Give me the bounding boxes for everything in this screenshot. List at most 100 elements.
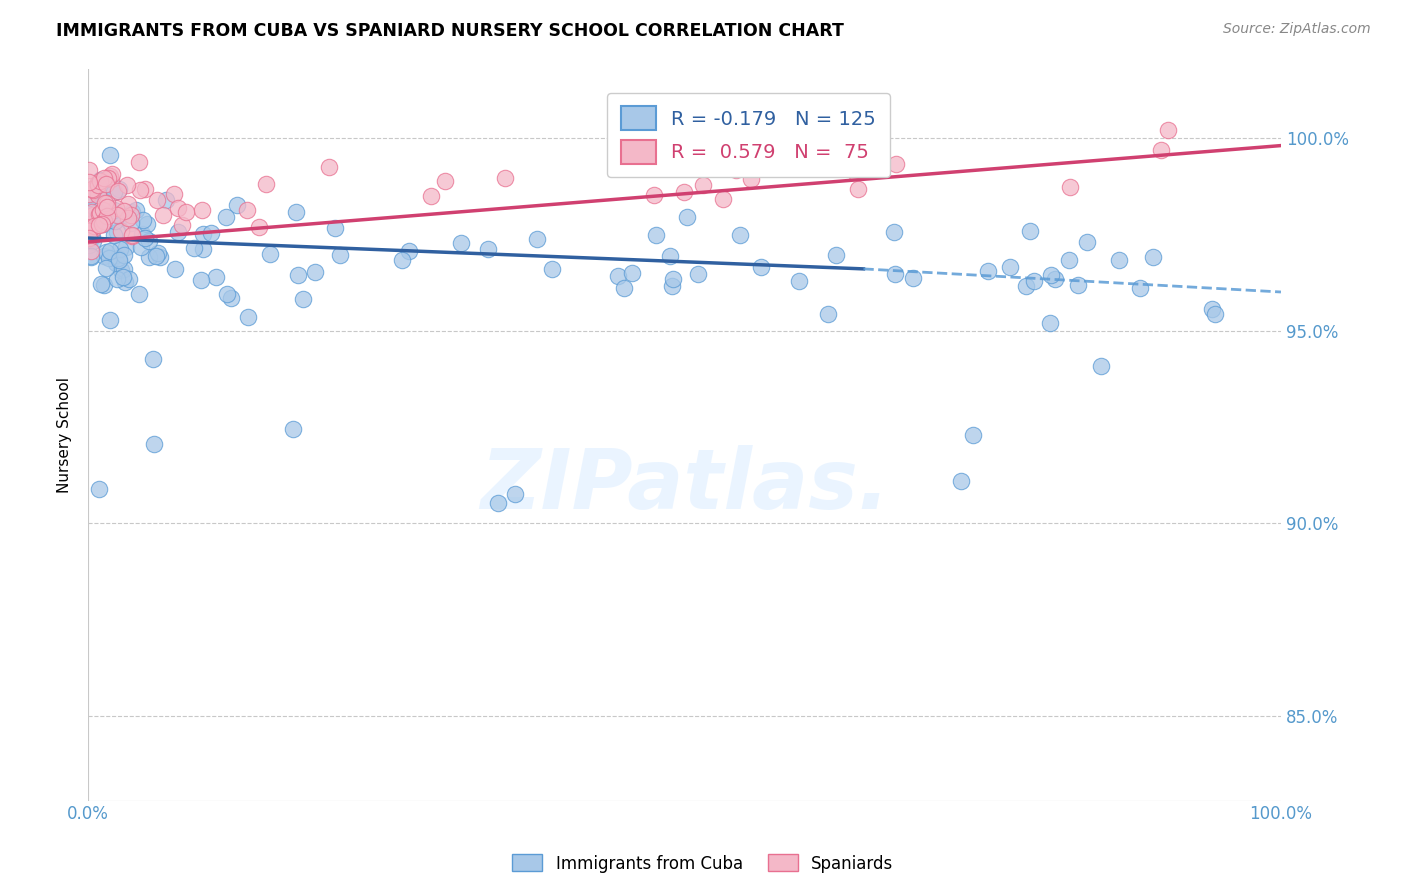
Point — [256, 177, 278, 191]
Point — [108, 182, 131, 196]
Point — [112, 261, 135, 276]
Point — [846, 182, 869, 196]
Point — [247, 219, 270, 234]
Point — [420, 189, 443, 203]
Point — [883, 225, 905, 239]
Point — [89, 207, 111, 221]
Point — [728, 228, 751, 243]
Point — [758, 140, 780, 154]
Point — [811, 140, 834, 154]
Point — [1142, 250, 1164, 264]
Point — [191, 203, 214, 218]
Point — [661, 278, 683, 293]
Point — [98, 169, 121, 183]
Point — [79, 162, 101, 177]
Point — [291, 292, 314, 306]
Point — [90, 185, 112, 199]
Point — [661, 272, 683, 286]
Point — [107, 184, 129, 198]
Point — [145, 249, 167, 263]
Point — [998, 260, 1021, 274]
Point — [80, 249, 103, 263]
Point — [105, 272, 128, 286]
Point — [398, 244, 420, 258]
Point — [146, 193, 169, 207]
Point — [105, 225, 128, 239]
Point — [79, 231, 101, 245]
Text: Source: ZipAtlas.com: Source: ZipAtlas.com — [1223, 22, 1371, 37]
Point — [166, 202, 188, 216]
Point — [1024, 274, 1046, 288]
Point — [486, 496, 509, 510]
Point — [87, 178, 110, 192]
Point — [121, 227, 143, 242]
Point — [1157, 123, 1180, 137]
Point — [285, 205, 308, 219]
Point — [86, 186, 108, 201]
Y-axis label: Nursery School: Nursery School — [58, 376, 72, 492]
Point — [136, 217, 159, 231]
Point — [132, 212, 155, 227]
Point — [183, 241, 205, 255]
Point — [142, 351, 165, 366]
Point — [115, 240, 138, 254]
Point — [749, 260, 772, 275]
Point — [613, 281, 636, 295]
Point — [117, 196, 139, 211]
Point — [676, 210, 699, 224]
Point — [128, 286, 150, 301]
Legend: Immigrants from Cuba, Spaniards: Immigrants from Cuba, Spaniards — [506, 847, 900, 880]
Point — [118, 272, 141, 286]
Point — [120, 208, 142, 222]
Point — [200, 226, 222, 240]
Point — [688, 267, 710, 281]
Point — [672, 185, 695, 199]
Point — [1201, 302, 1223, 317]
Point — [100, 205, 122, 219]
Point — [225, 198, 247, 212]
Point — [129, 239, 152, 253]
Point — [174, 205, 197, 219]
Point — [80, 244, 103, 258]
Point — [163, 187, 186, 202]
Point — [101, 167, 124, 181]
Point — [100, 148, 122, 162]
Point — [1150, 144, 1173, 158]
Point — [82, 182, 104, 196]
Point — [644, 228, 666, 243]
Point — [259, 247, 281, 261]
Point — [1043, 272, 1066, 286]
Point — [190, 273, 212, 287]
Point — [884, 156, 907, 170]
Point — [191, 242, 214, 256]
Point — [87, 482, 110, 496]
Point — [98, 244, 121, 258]
Point — [1015, 279, 1038, 293]
Point — [643, 188, 665, 202]
Point — [152, 208, 174, 222]
Point — [494, 171, 516, 186]
Point — [103, 185, 125, 199]
Point — [80, 216, 103, 230]
Point — [477, 242, 499, 256]
Point — [117, 211, 139, 226]
Point — [844, 165, 866, 179]
Point — [1059, 179, 1081, 194]
Point — [138, 250, 160, 264]
Point — [977, 264, 1000, 278]
Point — [131, 227, 153, 241]
Point — [120, 216, 142, 230]
Text: ZIPatlas.: ZIPatlas. — [479, 445, 890, 526]
Point — [79, 186, 101, 201]
Point — [94, 261, 117, 276]
Point — [82, 234, 104, 248]
Point — [1039, 268, 1062, 282]
Point — [110, 243, 132, 257]
Point — [191, 227, 214, 241]
Point — [692, 178, 714, 192]
Point — [79, 191, 101, 205]
Point — [93, 195, 115, 210]
Point — [658, 249, 681, 263]
Point — [112, 269, 135, 284]
Point — [79, 224, 101, 238]
